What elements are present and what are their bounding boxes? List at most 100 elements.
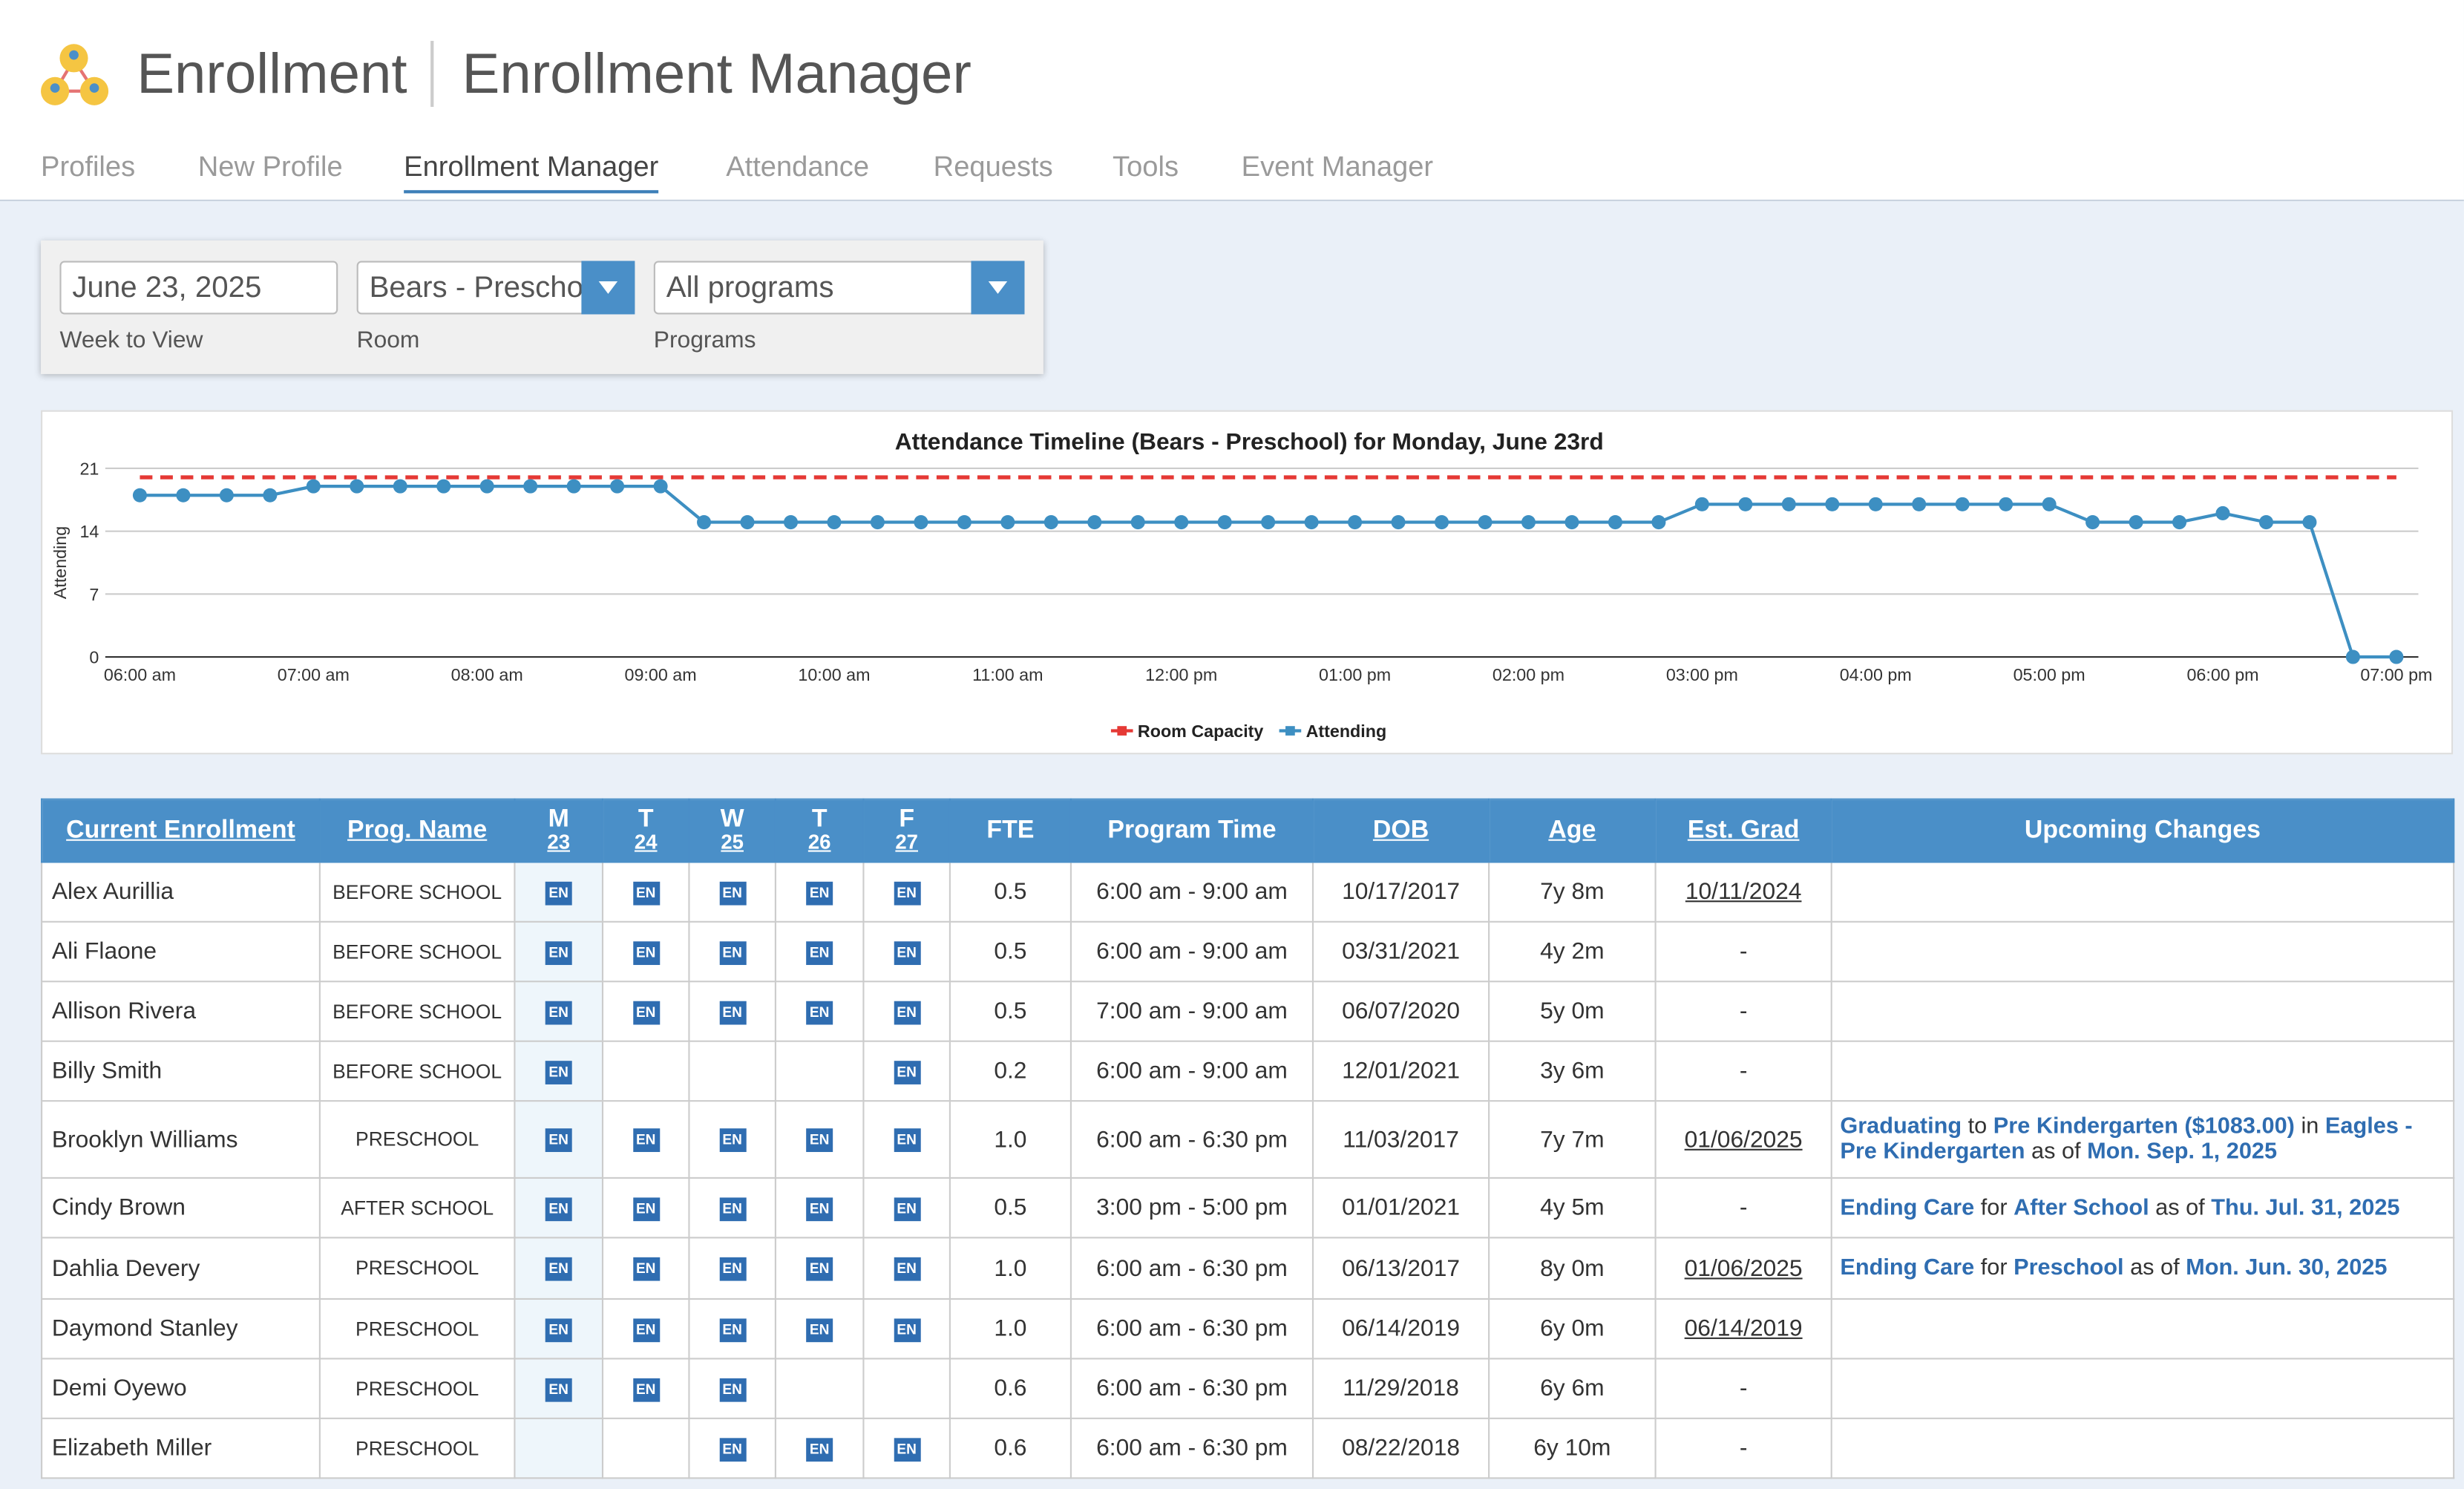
enrollment-badge[interactable]: EN <box>632 881 659 905</box>
enrollment-badge[interactable]: EN <box>545 1318 572 1341</box>
enrollment-badge[interactable]: EN <box>894 881 920 905</box>
day-cell: EN <box>776 1299 864 1358</box>
x-tick-label: 03:00 pm <box>1666 665 1738 684</box>
enrollment-badge[interactable]: EN <box>894 1318 920 1341</box>
child-name[interactable]: Billy Smith <box>42 1041 320 1101</box>
enrollment-badge[interactable]: EN <box>719 1378 746 1401</box>
program-name: AFTER SCHOOL <box>320 1178 515 1237</box>
upcoming-changes: Ending Care for After School as of Thu. … <box>1832 1178 2454 1237</box>
column-header[interactable]: DOB <box>1313 799 1489 863</box>
data-point <box>1651 515 1665 529</box>
grad-cell: 06/14/2019 <box>1656 1299 1832 1358</box>
child-name[interactable]: Daymond Stanley <box>42 1299 320 1358</box>
enrollment-badge[interactable]: EN <box>894 1128 920 1152</box>
enrollment-badge[interactable]: EN <box>806 1197 833 1220</box>
enrollment-badge[interactable]: EN <box>545 881 572 905</box>
change-highlight: Thu. Jul. 31, 2025 <box>2211 1195 2399 1220</box>
child-name[interactable]: Ali Flaone <box>42 922 320 981</box>
enrollment-badge[interactable]: EN <box>632 1318 659 1341</box>
enrollment-badge[interactable]: EN <box>806 1257 833 1281</box>
enrollment-badge[interactable]: EN <box>719 1001 746 1024</box>
child-name[interactable]: Brooklyn Williams <box>42 1101 320 1178</box>
enrollment-badge[interactable]: EN <box>894 1257 920 1281</box>
enrollment-badge[interactable]: EN <box>545 1001 572 1024</box>
column-header[interactable]: Age <box>1489 799 1655 863</box>
data-point <box>1999 497 2013 511</box>
day-date: 24 <box>603 831 688 853</box>
enrollment-badge[interactable]: EN <box>806 1128 833 1152</box>
child-name[interactable]: Cindy Brown <box>42 1178 320 1237</box>
time-cell: 7:00 am - 9:00 am <box>1071 981 1313 1041</box>
enrollment-badge[interactable]: EN <box>632 1128 659 1152</box>
column-header[interactable]: T24 <box>603 799 689 863</box>
day-cell <box>689 1041 775 1101</box>
data-point <box>1478 515 1492 529</box>
column-header[interactable]: Prog. Name <box>320 799 515 863</box>
enrollment-badge[interactable]: EN <box>632 1378 659 1401</box>
change-text: for <box>1981 1195 2008 1220</box>
enrollment-badge[interactable]: EN <box>806 1437 833 1461</box>
enrollment-badge[interactable]: EN <box>719 940 746 964</box>
column-header[interactable]: F27 <box>863 799 949 863</box>
enrollment-badge[interactable]: EN <box>632 940 659 964</box>
time-cell: 6:00 am - 6:30 pm <box>1071 1101 1313 1178</box>
enrollment-badge[interactable]: EN <box>894 940 920 964</box>
enrollment-badge[interactable]: EN <box>719 1197 746 1220</box>
column-header[interactable]: W25 <box>689 799 775 863</box>
legend-marker <box>1117 726 1127 736</box>
enrollment-badge[interactable]: EN <box>894 1060 920 1084</box>
age-cell: 6y 6m <box>1489 1358 1655 1418</box>
child-name[interactable]: Demi Oyewo <box>42 1358 320 1418</box>
enrollment-badge[interactable]: EN <box>545 1128 572 1152</box>
data-point <box>697 515 711 529</box>
day-letter: M <box>515 808 601 831</box>
child-name[interactable]: Allison Rivera <box>42 981 320 1041</box>
enrollment-badge[interactable]: EN <box>806 1001 833 1024</box>
enrollment-badge[interactable]: EN <box>545 940 572 964</box>
child-name[interactable]: Alex Aurillia <box>42 862 320 921</box>
enrollment-badge[interactable]: EN <box>545 1197 572 1220</box>
column-header[interactable]: T26 <box>776 799 864 863</box>
fte-cell: 1.0 <box>950 1237 1071 1299</box>
enrollment-badge[interactable]: EN <box>719 1437 746 1461</box>
enrollment-badge[interactable]: EN <box>894 1001 920 1024</box>
enrollment-badge[interactable]: EN <box>806 1318 833 1341</box>
child-name[interactable]: Dahlia Devery <box>42 1237 320 1299</box>
data-point <box>1087 515 1101 529</box>
chart-title: Attendance Timeline (Bears - Preschool) … <box>895 428 1604 455</box>
day-cell: EN <box>514 1299 603 1358</box>
enrollment-badge[interactable]: EN <box>545 1060 572 1084</box>
column-header[interactable]: Current Enrollment <box>42 799 320 863</box>
day-letter: T <box>603 808 688 831</box>
enrollment-badge[interactable]: EN <box>632 1197 659 1220</box>
enrollment-badge[interactable]: EN <box>545 1257 572 1281</box>
enrollment-badge[interactable]: EN <box>894 1437 920 1461</box>
enrollment-badge[interactable]: EN <box>632 1257 659 1281</box>
data-point <box>2259 515 2273 529</box>
column-header[interactable]: M23 <box>514 799 603 863</box>
data-point <box>307 480 321 494</box>
x-tick-label: 06:00 am <box>104 665 176 684</box>
day-cell: EN <box>514 1237 603 1299</box>
enrollment-badge[interactable]: EN <box>806 940 833 964</box>
y-tick-label: 0 <box>89 648 99 667</box>
column-header[interactable]: Est. Grad <box>1656 799 1832 863</box>
header-label: Est. Grad <box>1688 817 1800 843</box>
enrollment-badge[interactable]: EN <box>632 1001 659 1024</box>
upcoming-changes <box>1832 1418 2454 1478</box>
enrollment-badge[interactable]: EN <box>719 881 746 905</box>
x-tick-label: 11:00 am <box>972 665 1043 684</box>
child-name[interactable]: Elizabeth Miller <box>42 1418 320 1478</box>
legend-marker <box>1285 726 1295 736</box>
enrollment-badge[interactable]: EN <box>806 881 833 905</box>
enrollment-badge[interactable]: EN <box>545 1378 572 1401</box>
enrollment-badge[interactable]: EN <box>719 1318 746 1341</box>
data-point <box>1912 497 1926 511</box>
enrollment-badge[interactable]: EN <box>719 1257 746 1281</box>
dob-cell: 08/22/2018 <box>1313 1418 1489 1478</box>
data-point <box>2389 650 2403 664</box>
enrollment-badge[interactable]: EN <box>719 1128 746 1152</box>
header-label: Program Time <box>1107 817 1276 843</box>
enrollment-badge[interactable]: EN <box>894 1197 920 1220</box>
